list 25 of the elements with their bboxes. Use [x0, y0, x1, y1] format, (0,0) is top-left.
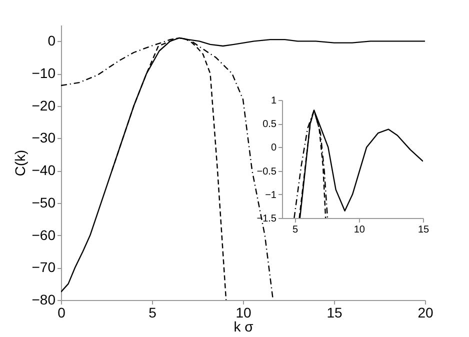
y-tick-label: 1	[270, 96, 277, 106]
y-tick-label: −0.5	[256, 166, 277, 178]
x-tick-label: 10	[236, 304, 252, 320]
x-tick-label: 10	[354, 224, 366, 236]
y-tick-label: −1.5	[256, 214, 277, 224]
x-tick-label: 15	[418, 224, 430, 236]
y-tick-label: 0.5	[262, 119, 277, 130]
y-tick-label: 0	[48, 32, 56, 49]
x-tick-label: 0	[58, 304, 66, 320]
x-tick-label: 20	[418, 304, 434, 320]
x-tick-label: 15	[326, 304, 342, 320]
x-axis-title: k σ	[234, 318, 254, 334]
x-tick-label: 5	[292, 224, 299, 236]
y-tick-label: −1	[265, 190, 277, 201]
y-tick-label: −70	[32, 259, 56, 276]
y-tick-label: −80	[32, 292, 56, 308]
y-tick-label: −50	[32, 194, 56, 210]
y-axis-title: C(k)	[12, 150, 28, 176]
y-tick-label: −40	[32, 162, 56, 178]
x-tick-label: 5	[148, 304, 157, 320]
y-tick-label: −20	[32, 97, 56, 114]
y-tick-label: −10	[32, 65, 56, 82]
y-tick-label: 0	[270, 142, 277, 154]
y-tick-label: −60	[32, 226, 56, 243]
y-tick-label: −30	[32, 130, 56, 146]
